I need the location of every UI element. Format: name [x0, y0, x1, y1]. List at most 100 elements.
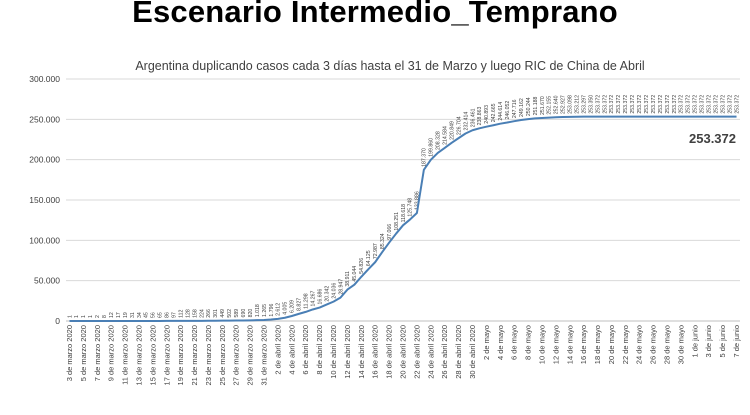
x-tick-label: 26 de mayo: [649, 325, 658, 364]
data-label: 232.414: [463, 112, 469, 131]
x-tick-label: 30 de abril 2020: [468, 325, 477, 379]
x-tick-label: 12 de mayo: [551, 325, 560, 364]
data-label: 253.372: [672, 95, 678, 114]
data-label: 253.372: [602, 95, 608, 114]
data-label: 2: [95, 315, 101, 318]
data-label: 97.066: [387, 224, 393, 240]
data-label: 253.372: [644, 95, 650, 114]
data-label: 252.640: [554, 95, 560, 114]
data-label: 253.372: [630, 95, 636, 114]
data-label: 247.716: [512, 99, 518, 118]
x-tick-label: 8 de abril 2020: [315, 325, 324, 375]
data-label: 86: [165, 312, 171, 318]
data-label: 19: [123, 312, 129, 318]
x-tick-label: 26 de abril 2020: [440, 325, 449, 379]
data-label: 54.826: [359, 258, 365, 274]
data-label: 1: [81, 315, 87, 318]
data-label: 1.018: [255, 304, 261, 317]
data-label: 24.036: [331, 283, 337, 299]
x-tick-label: 5 de marzo 2020: [79, 325, 88, 381]
data-label: 253.372: [595, 95, 601, 114]
data-label: 133.886: [415, 191, 421, 210]
data-label: 253.372: [637, 95, 643, 114]
x-tick-label: 15 de marzo 2020: [148, 325, 157, 385]
data-label: 65: [158, 312, 164, 318]
x-tick-label: 13 de marzo 2020: [134, 325, 143, 385]
data-label: 253.372: [693, 95, 699, 114]
data-label: 253.372: [713, 95, 719, 114]
data-label: 253.372: [623, 95, 629, 114]
data-label: 187.370: [422, 148, 428, 167]
data-label: 16.686: [317, 289, 323, 305]
data-label: 253.372: [616, 95, 622, 114]
data-label: 12: [109, 312, 115, 318]
data-label: 224: [199, 309, 205, 318]
data-label: 108.251: [394, 212, 400, 231]
data-label: 199.860: [429, 138, 435, 157]
x-tick-label: 11 de marzo 2020: [121, 325, 130, 385]
data-label: 158: [192, 309, 198, 318]
x-tick-label: 16 de mayo: [579, 325, 588, 364]
x-tick-label: 28 de mayo: [663, 325, 672, 364]
data-label: 502: [227, 309, 233, 318]
data-label: 251.670: [540, 96, 546, 115]
data-label: 301: [213, 309, 219, 318]
data-label: 253.372: [665, 95, 671, 114]
x-tick-label: 16 de abril 2020: [371, 325, 380, 379]
data-label: 64.125: [366, 250, 372, 266]
data-label: 253.372: [651, 95, 657, 114]
data-label: 238.863: [477, 106, 483, 125]
data-label: 253.372: [686, 95, 692, 114]
x-tick-label: 17 de marzo 2020: [162, 325, 171, 385]
x-tick-label: 6 de abril 2020: [301, 325, 310, 375]
x-tick-label: 20 de mayo: [607, 325, 616, 364]
y-tick-label: 300.000: [29, 74, 60, 84]
data-label: 8: [102, 315, 108, 318]
data-label: 56: [151, 312, 157, 318]
y-tick-label: 0: [55, 316, 60, 326]
y-tick-label: 150.000: [29, 195, 60, 205]
data-label: 244.614: [498, 102, 504, 121]
x-tick-label: 4 de abril 2020: [287, 325, 296, 375]
x-tick-label: 3 de junio: [704, 325, 713, 358]
data-label: 28.947: [338, 279, 344, 295]
x-tick-label: 1 de junio: [690, 325, 699, 358]
data-label: 252.927: [561, 95, 567, 114]
x-tick-label: 27 de marzo 2020: [232, 325, 241, 385]
data-label: 97: [172, 312, 178, 318]
data-label: 242.665: [491, 103, 497, 122]
data-label: 8.827: [297, 298, 303, 311]
data-label: 118.618: [401, 204, 407, 222]
x-tick-label: 21 de marzo 2020: [190, 325, 199, 385]
data-label: 253.372: [720, 95, 726, 114]
x-tick-label: 31 de marzo 2020: [260, 325, 269, 385]
data-label: 253.350: [588, 95, 594, 114]
data-label: 690: [241, 309, 247, 318]
x-tick-label: 24 de mayo: [635, 325, 644, 364]
data-label: 253.372: [658, 95, 664, 114]
y-tick-label: 100.000: [29, 235, 60, 245]
x-tick-label: 20 de abril 2020: [399, 325, 408, 379]
x-tick-label: 29 de marzo 2020: [246, 325, 255, 385]
x-tick-label: 12 de abril 2020: [343, 325, 352, 379]
data-label: 45: [144, 312, 150, 318]
y-tick-label: 250.000: [29, 114, 60, 124]
x-tick-label: 24 de abril 2020: [426, 325, 435, 379]
data-label: 1: [74, 315, 80, 318]
x-tick-label: 14 de abril 2020: [357, 325, 366, 379]
data-label: 128: [185, 309, 191, 318]
x-tick-label: 14 de mayo: [565, 325, 574, 364]
data-label: 253.372: [609, 95, 615, 114]
data-label: 226.704: [456, 116, 462, 135]
x-tick-label: 10 de abril 2020: [329, 325, 338, 379]
x-tick-label: 28 de abril 2020: [454, 325, 463, 379]
data-label: 253.372: [700, 95, 706, 114]
data-label: 38.911: [345, 271, 351, 287]
data-label: 112: [178, 310, 184, 318]
data-label: 45.044: [352, 266, 358, 282]
data-label: 249.162: [519, 98, 525, 117]
data-label: 220.849: [449, 121, 455, 140]
data-label: 31: [130, 312, 136, 318]
x-tick-label: 10 de mayo: [537, 325, 546, 364]
data-label: 266: [206, 309, 212, 318]
